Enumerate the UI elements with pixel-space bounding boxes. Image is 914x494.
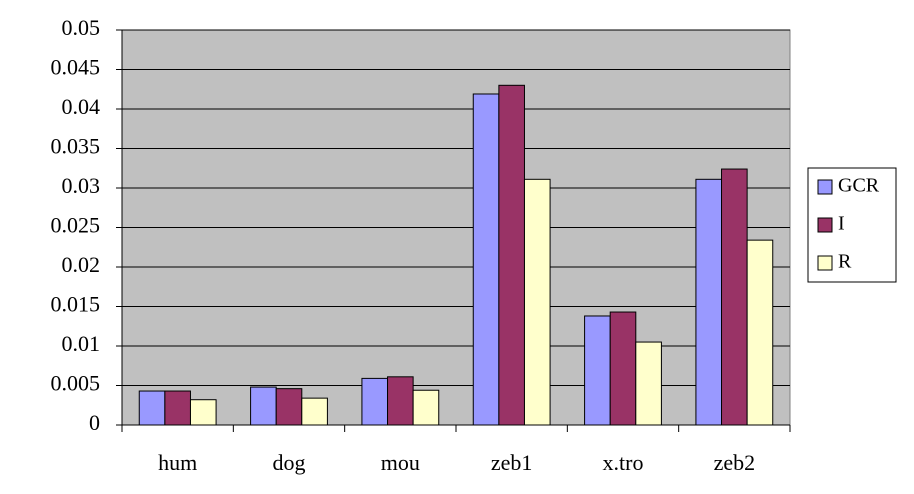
bar <box>361 377 389 426</box>
x-tick-label: x.tro <box>603 450 644 475</box>
bar <box>250 386 277 426</box>
y-tick-label: 0.045 <box>51 55 101 80</box>
x-tick-label: dog <box>273 450 306 475</box>
y-tick-label: 0 <box>89 410 100 435</box>
y-tick-label: 0.035 <box>51 134 101 159</box>
bar <box>138 390 166 426</box>
legend-label: I <box>838 213 845 235</box>
bar <box>721 168 748 426</box>
y-tick-label: 0.015 <box>51 292 101 317</box>
bar <box>275 388 303 426</box>
legend-swatch <box>817 217 833 233</box>
legend-label: GCR <box>838 175 880 197</box>
bar <box>584 315 611 426</box>
x-tick-label: mou <box>381 450 420 475</box>
y-tick-label: 0.03 <box>62 173 101 198</box>
y-tick-label: 0.05 <box>62 15 101 40</box>
legend-swatch <box>817 179 833 195</box>
bar <box>746 239 774 426</box>
y-tick-label: 0.04 <box>62 94 101 119</box>
bar <box>301 397 328 426</box>
bar <box>412 389 440 426</box>
bar <box>472 93 500 426</box>
y-tick-label: 0.02 <box>62 252 101 277</box>
bar <box>523 178 551 426</box>
x-tick-label: zeb1 <box>491 450 533 475</box>
bar <box>189 399 217 426</box>
x-tick-label: hum <box>158 450 197 475</box>
bar <box>387 376 414 426</box>
legend-label: R <box>838 251 852 273</box>
legend-swatch <box>817 255 833 271</box>
y-tick-label: 0.005 <box>51 371 101 396</box>
y-tick-label: 0.025 <box>51 213 101 238</box>
y-tick-label: 0.01 <box>62 331 101 356</box>
bar <box>609 311 637 426</box>
bar <box>695 178 723 426</box>
bar <box>498 84 525 426</box>
bar <box>164 390 191 426</box>
bar <box>635 341 662 426</box>
x-tick-label: zeb2 <box>714 450 756 475</box>
